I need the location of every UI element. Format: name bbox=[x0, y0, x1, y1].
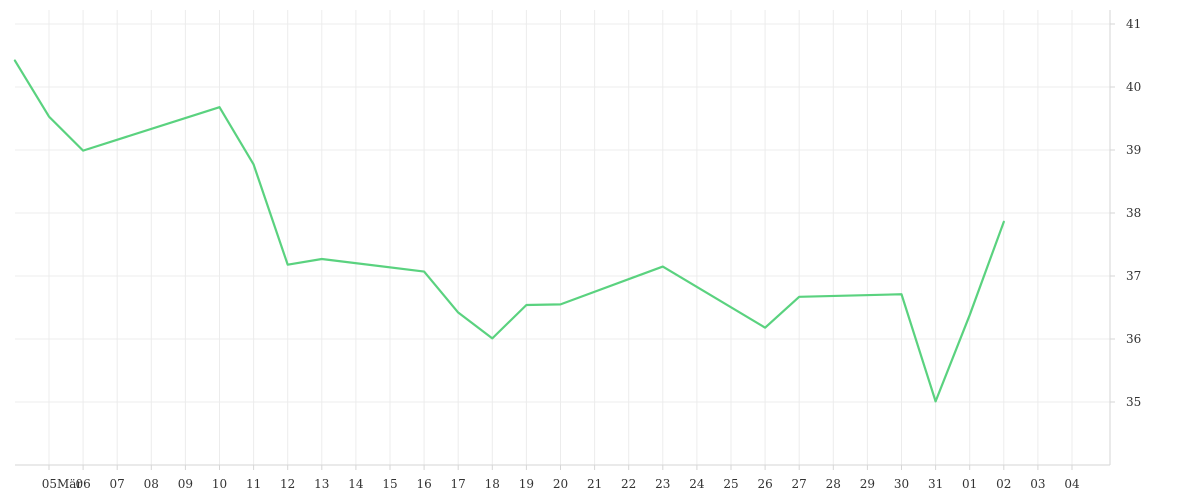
x-tick-label: 31 bbox=[928, 477, 943, 491]
x-tick-label: 16 bbox=[416, 477, 431, 491]
x-tick-label: 30 bbox=[894, 477, 909, 491]
x-tick-label: 06 bbox=[75, 477, 90, 491]
x-tick-label: 14 bbox=[348, 477, 364, 491]
x-tick-label: 24 bbox=[689, 477, 705, 491]
x-tick-label: 12 bbox=[280, 477, 295, 491]
x-tick-label: 25 bbox=[723, 477, 738, 491]
x-tick-label: 26 bbox=[757, 477, 772, 491]
x-tick-label: 13 bbox=[314, 477, 329, 491]
y-tick-label: 41 bbox=[1126, 17, 1141, 31]
x-tick-label: 28 bbox=[826, 477, 841, 491]
x-tick-label: 02 bbox=[996, 477, 1011, 491]
x-tick-label: 10 bbox=[212, 477, 227, 491]
x-tick-label: 19 bbox=[519, 477, 534, 491]
axes bbox=[15, 10, 1115, 470]
x-tick-label: 07 bbox=[110, 477, 125, 491]
x-tick-label: 08 bbox=[144, 477, 159, 491]
x-tick-label: 04 bbox=[1064, 477, 1080, 491]
y-tick-label: 36 bbox=[1126, 332, 1141, 346]
series-layer bbox=[13, 59, 1005, 403]
x-tick-label: 22 bbox=[621, 477, 636, 491]
x-tick-label: 05 bbox=[42, 477, 57, 491]
x-tick-label: 21 bbox=[587, 477, 602, 491]
x-tick-label: 18 bbox=[485, 477, 500, 491]
x-tick-label: 15 bbox=[382, 477, 397, 491]
grid bbox=[15, 10, 1110, 465]
x-tick-label: 20 bbox=[553, 477, 568, 491]
x-tick-label: 23 bbox=[655, 477, 670, 491]
y-tick-label: 39 bbox=[1126, 143, 1141, 157]
x-tick-label: 27 bbox=[792, 477, 807, 491]
series-line bbox=[13, 59, 1005, 403]
y-tick-label: 38 bbox=[1126, 206, 1141, 220]
x-tick-label: 03 bbox=[1030, 477, 1045, 491]
x-tick-label-month: Mär bbox=[57, 477, 82, 491]
x-tick-label: 29 bbox=[860, 477, 875, 491]
y-tick-label: 35 bbox=[1126, 395, 1141, 409]
x-tick-label: 11 bbox=[246, 477, 261, 491]
y-tick-label: 37 bbox=[1126, 269, 1141, 283]
x-tick-label: 09 bbox=[178, 477, 193, 491]
x-tick-label: 01 bbox=[962, 477, 977, 491]
x-tick-label: 17 bbox=[451, 477, 466, 491]
y-tick-label: 40 bbox=[1126, 80, 1141, 94]
